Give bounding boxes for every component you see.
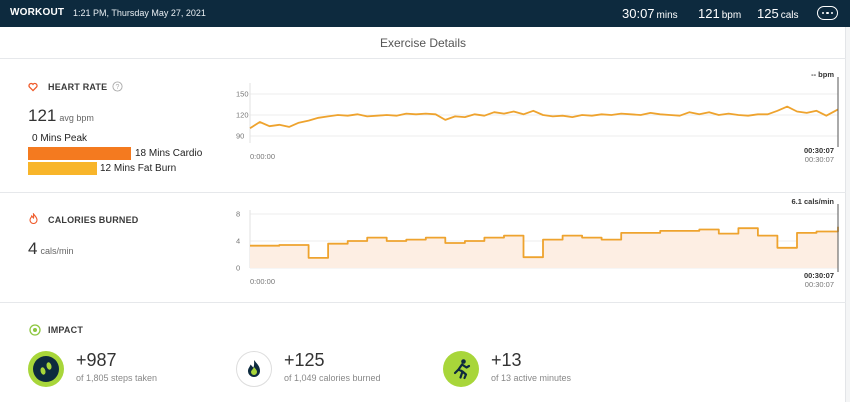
calories-label: CALORIES BURNED — [48, 215, 139, 225]
steps-badge — [28, 351, 64, 387]
heart-rate-chart: 150 120 90 -- bpm 0:00:00 00:30:07 00:30:07 — [230, 70, 842, 171]
active-minutes-value: +13 — [491, 350, 522, 370]
duration-value: 30:07 — [622, 6, 655, 21]
calories-line — [250, 226, 839, 259]
avg-bpm: 121 avg bpm — [28, 106, 94, 126]
x-start-label: 0:00:00 — [250, 152, 275, 161]
info-icon[interactable]: ? — [112, 81, 123, 92]
steps-sub: of 1,805 steps taken — [76, 373, 158, 383]
cals-rate-value: 4 — [28, 239, 38, 258]
y-tick-label: 120 — [236, 111, 249, 120]
heart-rate-line — [249, 105, 839, 130]
active-minutes-badge — [443, 351, 479, 387]
svg-text:?: ? — [116, 84, 120, 91]
x-start-label: 0:00:00 — [250, 277, 275, 286]
workout-title: WORKOUT — [10, 7, 65, 18]
chart-readout: 6.1 cals/min — [791, 197, 834, 206]
active-minutes-sub: of 13 active minutes — [491, 373, 572, 383]
calories-impact-value: +125 — [284, 350, 325, 370]
section-divider — [0, 192, 846, 193]
impact-label: IMPACT — [48, 325, 84, 335]
chart-readout: -- bpm — [811, 70, 834, 79]
y-tick-label: 90 — [236, 132, 244, 141]
steps-value: +987 — [76, 350, 117, 370]
cals-stat: 125 cals — [757, 5, 799, 23]
cals-rate: 4 cals/min — [28, 239, 73, 259]
avg-bpm-unit: avg bpm — [59, 113, 94, 123]
cals-value: 125 — [757, 6, 779, 21]
section-divider — [0, 302, 846, 303]
calories-chart: 8 4 0 6.1 cals/min 0:00:00 00:30:07 00:30:07 — [230, 197, 842, 297]
y-tick-label: 150 — [236, 90, 249, 99]
duration-unit: mins — [656, 10, 678, 21]
x-end-total-label: 00:30:07 — [805, 280, 834, 289]
zone-fatburn-bar — [28, 162, 97, 175]
card-title: Exercise Details — [0, 27, 846, 59]
x-end-total-label: 00:30:07 — [805, 155, 834, 164]
x-end-current-label: 00:30:07 — [804, 271, 834, 280]
cals-unit: cals — [780, 10, 799, 21]
zone-cardio-label: 18 Mins Cardio — [135, 148, 203, 159]
flame-icon — [29, 213, 38, 224]
zone-fatburn-label: 12 Mins Fat Burn — [100, 163, 177, 174]
calories-impact-sub: of 1,049 calories burned — [284, 373, 381, 383]
y-tick-label: 0 — [236, 264, 240, 273]
avg-bpm-value: 121 — [28, 106, 57, 125]
bpm-stat: 121 bpm — [698, 5, 741, 23]
zone-peak-label: 0 Mins Peak — [32, 133, 88, 144]
x-end-current-label: 00:30:07 — [804, 146, 834, 155]
workout-datetime: 1:21 PM, Thursday May 27, 2021 — [73, 8, 206, 18]
duration-stat: 30:07 mins — [622, 5, 678, 23]
calories-badge — [236, 351, 272, 387]
bpm-unit: bpm — [721, 10, 742, 21]
target-icon — [29, 324, 41, 336]
top-bar: WORKOUT 1:21 PM, Thursday May 27, 2021 3… — [0, 0, 850, 27]
footprints-icon — [33, 356, 59, 382]
y-tick-label: 8 — [236, 210, 240, 219]
heart-icon — [28, 82, 38, 92]
cals-rate-unit: cals/min — [40, 246, 74, 256]
runner-icon — [453, 359, 471, 380]
bpm-value: 121 — [698, 6, 720, 21]
heart-rate-label: HEART RATE — [48, 82, 108, 92]
exercise-details-card: Exercise Details HEART RATE ? 121 avg bpm… — [0, 27, 846, 402]
ellipsis-icon[interactable] — [817, 6, 838, 20]
zone-cardio-bar — [28, 147, 131, 160]
calories-area — [250, 226, 838, 268]
flame-icon — [243, 358, 265, 380]
y-tick-label: 4 — [236, 237, 240, 246]
